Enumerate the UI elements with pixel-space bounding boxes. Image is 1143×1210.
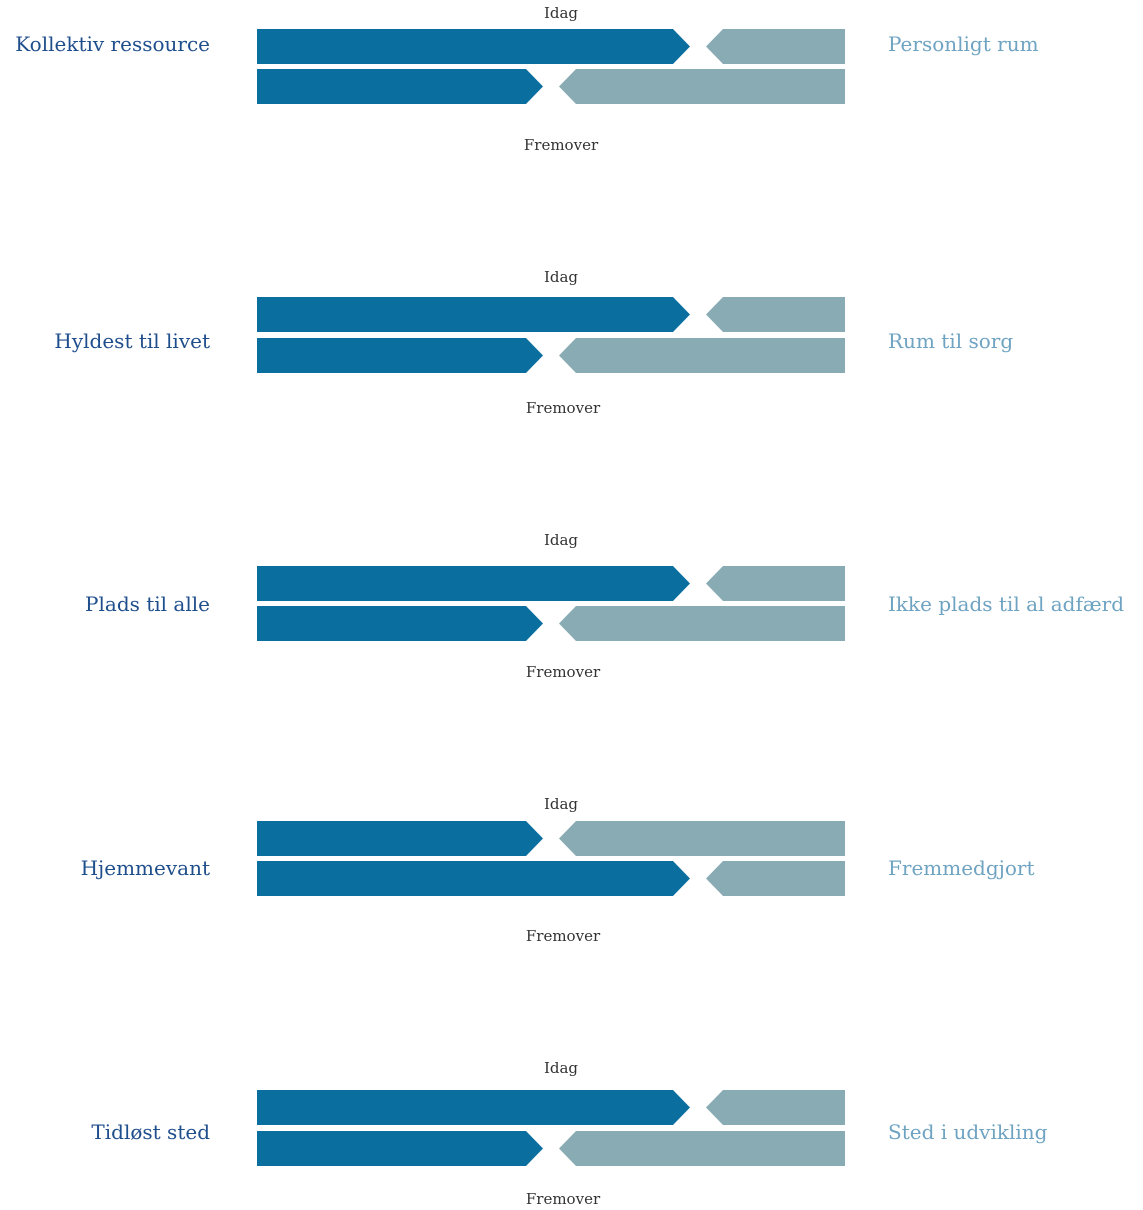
idag-caption: Idag	[543, 268, 579, 286]
right-pole-label: Fremmedgjort	[888, 856, 1035, 880]
idag-left-segment	[257, 821, 543, 856]
left-pole-label: Hjemmevant	[80, 856, 210, 880]
left-pole-label: Plads til alle	[85, 592, 210, 616]
right-pole-label: Rum til sorg	[888, 329, 1014, 353]
fremover-caption: Fremover	[523, 136, 599, 154]
idag-right-segment	[706, 566, 845, 601]
fremover-right-segment	[706, 861, 845, 896]
fremover-caption: Fremover	[525, 399, 601, 417]
fremover-left-segment	[257, 338, 543, 373]
fremover-left-segment	[257, 606, 543, 641]
fremover-caption: Fremover	[525, 1190, 601, 1208]
idag-left-segment	[257, 566, 690, 601]
fremover-left-segment	[257, 861, 690, 896]
fremover-right-segment	[559, 606, 845, 641]
idag-left-segment	[257, 1090, 690, 1125]
right-pole-label: Ikke plads til al adfærd	[888, 592, 1125, 616]
fremover-left-segment	[257, 1131, 543, 1166]
idag-right-segment	[706, 1090, 845, 1125]
idag-caption: Idag	[543, 531, 579, 549]
right-pole-label: Personligt rum	[888, 32, 1039, 56]
idag-left-segment	[257, 29, 690, 64]
fremover-left-segment	[257, 69, 543, 104]
idag-caption: Idag	[543, 4, 579, 22]
idag-right-segment	[559, 821, 845, 856]
fremover-right-segment	[559, 1131, 845, 1166]
fremover-right-segment	[559, 69, 845, 104]
fremover-right-segment	[559, 338, 845, 373]
idag-left-segment	[257, 297, 690, 332]
idag-right-segment	[706, 29, 845, 64]
left-pole-label: Hyldest til livet	[54, 329, 210, 353]
left-pole-label: Kollektiv ressource	[15, 32, 210, 56]
left-pole-label: Tidløst sted	[91, 1120, 210, 1144]
fremover-caption: Fremover	[525, 927, 601, 945]
idag-caption: Idag	[543, 795, 579, 813]
idag-right-segment	[706, 297, 845, 332]
idag-caption: Idag	[543, 1059, 579, 1077]
fremover-caption: Fremover	[525, 663, 601, 681]
right-pole-label: Sted i udvikling	[888, 1120, 1048, 1144]
